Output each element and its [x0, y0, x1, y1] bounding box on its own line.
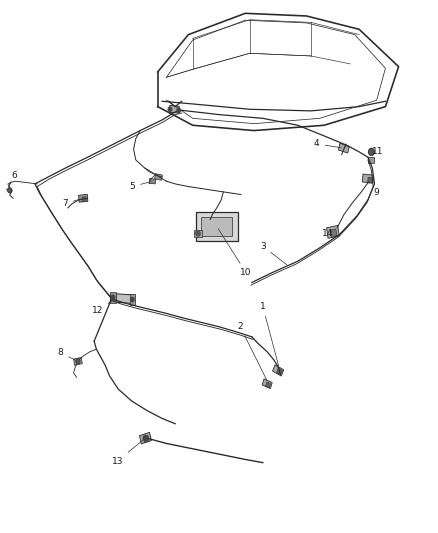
Polygon shape [194, 230, 202, 237]
Polygon shape [272, 365, 284, 376]
Polygon shape [149, 179, 155, 184]
Text: 7: 7 [62, 199, 81, 208]
Text: 14: 14 [322, 229, 333, 238]
Text: 12: 12 [92, 300, 114, 314]
Polygon shape [74, 358, 82, 365]
Text: 9: 9 [368, 181, 379, 197]
Text: 8: 8 [57, 349, 75, 360]
Polygon shape [326, 225, 339, 238]
Polygon shape [368, 157, 374, 163]
Polygon shape [262, 379, 272, 389]
Polygon shape [130, 294, 135, 305]
Circle shape [368, 148, 374, 156]
Polygon shape [110, 294, 135, 303]
Text: 2: 2 [237, 322, 267, 380]
Polygon shape [82, 197, 86, 202]
Text: 5: 5 [129, 182, 150, 191]
Polygon shape [196, 212, 237, 241]
Circle shape [143, 435, 148, 441]
Text: 13: 13 [112, 440, 143, 465]
Text: 10: 10 [218, 229, 252, 277]
Text: 3: 3 [260, 242, 287, 265]
Polygon shape [155, 174, 162, 180]
Circle shape [131, 297, 134, 302]
Circle shape [196, 231, 200, 236]
Text: 6: 6 [10, 172, 18, 184]
Polygon shape [331, 229, 337, 237]
Polygon shape [265, 382, 271, 387]
Circle shape [76, 359, 80, 364]
Text: 1: 1 [260, 302, 279, 366]
Polygon shape [143, 435, 149, 443]
Text: 4: 4 [314, 140, 341, 148]
Polygon shape [169, 106, 180, 113]
Polygon shape [110, 292, 116, 303]
Text: 11: 11 [372, 148, 383, 156]
Polygon shape [368, 177, 372, 183]
Polygon shape [339, 143, 349, 153]
Polygon shape [201, 217, 232, 236]
Polygon shape [139, 432, 152, 444]
Circle shape [111, 295, 115, 300]
Circle shape [177, 108, 180, 112]
Polygon shape [362, 174, 374, 183]
Circle shape [7, 188, 12, 193]
Polygon shape [78, 195, 88, 202]
Polygon shape [277, 368, 282, 375]
Circle shape [168, 107, 172, 111]
